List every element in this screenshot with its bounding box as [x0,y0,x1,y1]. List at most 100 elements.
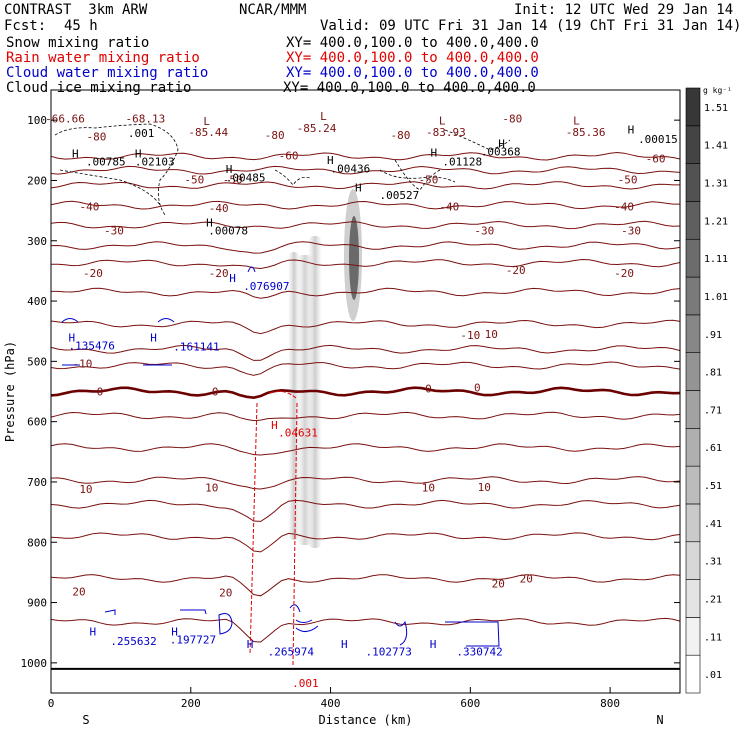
ice-max-label: .00527 [379,189,419,202]
high-marker: H [341,638,348,651]
isotherm-label: 10 [79,483,92,496]
isotherm-10 [50,499,681,522]
isotherm-label: -85.44 [188,126,228,139]
high-marker: H [430,638,437,651]
ice-contour [54,123,511,216]
colorbar-label: .71 [704,405,722,416]
high-marker: H [229,272,236,285]
cloud-water-contour [180,609,207,615]
y-tick-label: 600 [27,416,47,429]
low-marker: L [203,115,210,128]
high-marker: H [327,154,334,167]
y-tick-label: 200 [27,174,47,187]
isotherm-label: -20 [506,264,526,277]
ice-max-label: .00436 [331,163,371,176]
field-rain-xy: XY= 400.0,100.0 to 400.0,400.0 [286,50,539,66]
colorbar-cell [685,579,701,618]
colorbar-label: .81 [704,368,722,379]
isotherm-label: -80 [265,129,285,142]
high-marker: H [171,626,178,639]
isotherm-20 [50,617,681,643]
high-marker: H [150,331,157,344]
colorbar-label: 1.21 [704,216,728,227]
colorbar-cell [685,87,701,127]
high-marker: H [247,638,254,651]
isotherm-label: -30 [621,225,641,238]
ice-max-halo [344,189,362,321]
colorbar-label: .11 [704,632,722,643]
isotherm-label: -40 [439,201,459,214]
high-marker: H [226,163,233,176]
ice-max-label: .00485 [226,172,266,185]
colorbar-cell [685,465,701,505]
cloud-water-contour [445,621,500,647]
cloud-water-contour [247,266,256,273]
high-marker: H [89,626,96,639]
isotherm--30 [50,200,680,210]
field-snow-xy: XY= 400.0,100.0 to 400.0,400.0 [286,35,539,51]
isotherm-label: -85.36 [566,126,606,139]
field-ice-xy: XY= 400.0,100.0 to 400.0,400.0 [283,80,536,96]
isotherm-label: -10 [460,329,480,342]
cloud-water-contour [394,620,408,646]
colorbar-cell [685,541,701,580]
high-marker: H [271,419,278,432]
colorbar-cell [685,654,701,694]
isotherm-label: -10 [73,357,93,370]
high-marker: H [430,146,437,159]
isotherm-label: 10 [485,328,498,341]
cloud-max-label: .102773 [366,646,412,659]
high-marker: H [72,148,79,161]
isotherm-label: -20 [209,267,229,280]
colorbar-label: 1.01 [704,292,728,303]
y-tick-label: 500 [27,355,47,368]
isotherm-label: -50 [184,173,204,186]
isotherm--10 [50,241,681,254]
colorbar-cell [685,390,701,429]
cloud-max-label: .076907 [243,280,289,293]
colorbar-label: .51 [704,481,722,492]
colorbar-cell [685,238,701,278]
isotherm-label: -50 [418,173,438,186]
isotherm-0 [50,386,681,400]
isotherm-label: 0 [97,386,104,399]
colorbar-cell [685,276,701,316]
high-marker: H [498,137,505,150]
x-tick-label: 200 [181,697,201,710]
colorbar-cell [685,503,701,543]
colorbar-label: 1.31 [704,179,728,190]
isotherm-label: -60 [279,149,299,162]
x-axis-label: Distance (km) [319,713,413,727]
x-tick-label: 400 [321,697,341,710]
colorbar-label: .31 [704,557,722,568]
isotherm-label: -80 [86,131,106,144]
cloud-water-contour [61,318,79,323]
field-rain-name: Rain water mixing ratio [6,50,200,66]
isotherm-label: -40 [209,202,229,215]
isotherm-10 [50,443,681,456]
y-tick-label: 800 [27,536,47,549]
isotherm-0 [50,411,681,422]
isotherm-label: 10 [205,482,218,495]
isotherm-label: -60 [646,152,666,165]
rain-contour [269,390,297,399]
end-label-north: N [656,713,663,727]
high-marker: H [628,123,635,136]
field-cloud-name: Cloud water mixing ratio [6,65,209,81]
high-marker: H [135,148,142,161]
isotherm-10 [50,476,681,490]
field-ice-name: Cloud ice mixing ratio [6,80,192,96]
colorbar-cell [685,428,701,467]
colorbar-cell [685,352,701,391]
isotherm--10 [50,319,681,335]
ice-max-label: .02103 [135,155,175,168]
colorbar-cell [685,125,701,164]
cloud-max-label: .161141 [173,340,219,353]
isotherm-label: 20 [492,577,505,590]
cloud-water-contour [104,609,116,615]
colorbar-cell [685,617,701,656]
cloud-max-label: .265974 [268,646,315,659]
ice-max-label: .00015 [638,133,678,146]
ice-shading-band [297,255,313,545]
high-marker: H [206,216,213,229]
